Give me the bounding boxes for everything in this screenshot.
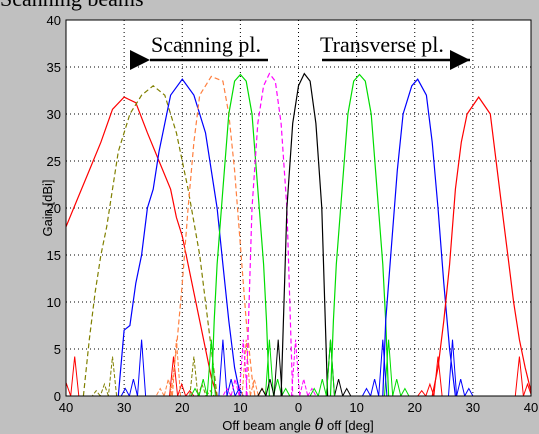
y-tick-label: 5 xyxy=(54,342,61,357)
annotation-transverse-plane: Transverse pl. xyxy=(320,32,444,57)
series-sidelobe-9-2 xyxy=(417,389,427,396)
series-sidelobe-3-2 xyxy=(155,387,165,396)
series-sidelobe-6-1 xyxy=(265,378,275,396)
x-tick-label: 40 xyxy=(59,400,73,415)
series-sidelobe-9-1 xyxy=(425,382,435,396)
series-sidelobe-0-1 xyxy=(66,382,72,396)
series-line-5 xyxy=(245,72,294,396)
y-tick-label: 10 xyxy=(47,295,61,310)
x-axis-label-theta: θ xyxy=(315,414,324,434)
series-sidelobe-8-4 xyxy=(456,378,466,396)
x-axis-label-suffix: off [deg] xyxy=(323,418,373,433)
series-sidelobe-7-2 xyxy=(309,387,319,396)
series-sidelobe-8-2 xyxy=(361,387,372,396)
series-line-7 xyxy=(329,73,390,396)
series-sidelobe-9-3 xyxy=(514,356,524,396)
series-sidelobe-3-0 xyxy=(171,339,181,396)
series-sidelobe-4-0 xyxy=(206,339,216,396)
series-sidelobe-6-2 xyxy=(257,387,267,396)
series-sidelobe-4-2 xyxy=(190,387,200,396)
series-sidelobe-2-3 xyxy=(218,339,228,396)
series-sidelobe-1-2 xyxy=(91,389,101,396)
series-sidelobe-5-3 xyxy=(291,339,301,396)
series-sidelobe-5-5 xyxy=(307,387,317,396)
series-sidelobe-8-5 xyxy=(464,387,474,396)
series-sidelobe-9-0 xyxy=(433,356,443,396)
series-group xyxy=(66,72,539,396)
y-tick-label: 35 xyxy=(47,60,61,75)
series-sidelobe-7-0 xyxy=(325,339,335,396)
y-tick-label: 25 xyxy=(47,154,61,169)
top-caption-fragment: Scanning beams xyxy=(0,0,144,12)
plot-frame xyxy=(65,19,532,397)
series-sidelobe-4-1 xyxy=(198,378,208,396)
x-tick-label: 30 xyxy=(466,400,480,415)
series-sidelobe-0-3 xyxy=(169,356,179,396)
series-sidelobe-8-0 xyxy=(378,339,388,396)
y-tick-label: 0 xyxy=(54,389,61,404)
series-line-0 xyxy=(66,96,218,396)
y-tick-label: 15 xyxy=(47,248,61,263)
series-sidelobe-4-3 xyxy=(264,339,274,396)
x-axis-label-prefix: Off beam angle xyxy=(222,418,314,433)
series-sidelobe-6-0 xyxy=(273,339,283,396)
x-tick-label: 10 xyxy=(233,400,247,415)
grid-lines xyxy=(66,20,531,396)
series-sidelobe-5-0 xyxy=(238,339,248,396)
series-sidelobe-1-1 xyxy=(99,382,109,396)
series-line-8 xyxy=(382,78,456,396)
series-sidelobe-7-1 xyxy=(317,378,327,396)
series-sidelobe-2-1 xyxy=(128,378,138,396)
series-sidelobe-9-5 xyxy=(532,391,539,396)
annotation-scanning-plane: Scanning pl. xyxy=(151,32,261,57)
series-sidelobe-5-2 xyxy=(222,387,232,396)
series-sidelobe-6-5 xyxy=(342,387,352,396)
y-tick-label: 40 xyxy=(47,13,61,28)
x-tick-label: 20 xyxy=(408,400,422,415)
series-line-2 xyxy=(117,78,241,396)
series-sidelobe-1-0 xyxy=(107,356,118,396)
series-sidelobe-0-0 xyxy=(70,356,80,396)
series-line-1 xyxy=(82,85,218,396)
series-sidelobe-0-5 xyxy=(185,389,195,396)
series-sidelobe-3-3 xyxy=(241,339,251,396)
series-sidelobe-4-5 xyxy=(281,387,291,396)
x-tick-label: 40 xyxy=(524,400,538,415)
series-line-4 xyxy=(210,73,270,396)
series-sidelobe-7-4 xyxy=(392,378,402,396)
series-sidelobe-2-2 xyxy=(120,387,130,396)
series-sidelobe-0-4 xyxy=(177,382,187,396)
y-tick-label: 30 xyxy=(47,107,61,122)
y-tick-label: 20 xyxy=(47,201,61,216)
series-sidelobe-7-5 xyxy=(400,387,410,396)
series-line-9 xyxy=(431,96,531,396)
x-tick-label: 10 xyxy=(349,400,363,415)
series-sidelobe-9-4 xyxy=(522,382,531,396)
x-axis-label: Off beam angle θ off [deg] xyxy=(222,414,373,434)
series-sidelobe-8-1 xyxy=(370,378,380,396)
y-axis-label: Gain [dBi] xyxy=(40,179,55,236)
x-tick-label: 20 xyxy=(175,400,189,415)
x-tick-label: 30 xyxy=(117,400,131,415)
series-line-6 xyxy=(280,72,329,396)
series-line-3 xyxy=(170,75,256,396)
series-sidelobe-8-3 xyxy=(448,339,458,396)
series-sidelobe-2-0 xyxy=(137,339,147,396)
series-sidelobe-1-3 xyxy=(189,356,199,396)
series-sidelobe-6-4 xyxy=(334,378,344,396)
x-tick-label: 0 xyxy=(295,400,302,415)
